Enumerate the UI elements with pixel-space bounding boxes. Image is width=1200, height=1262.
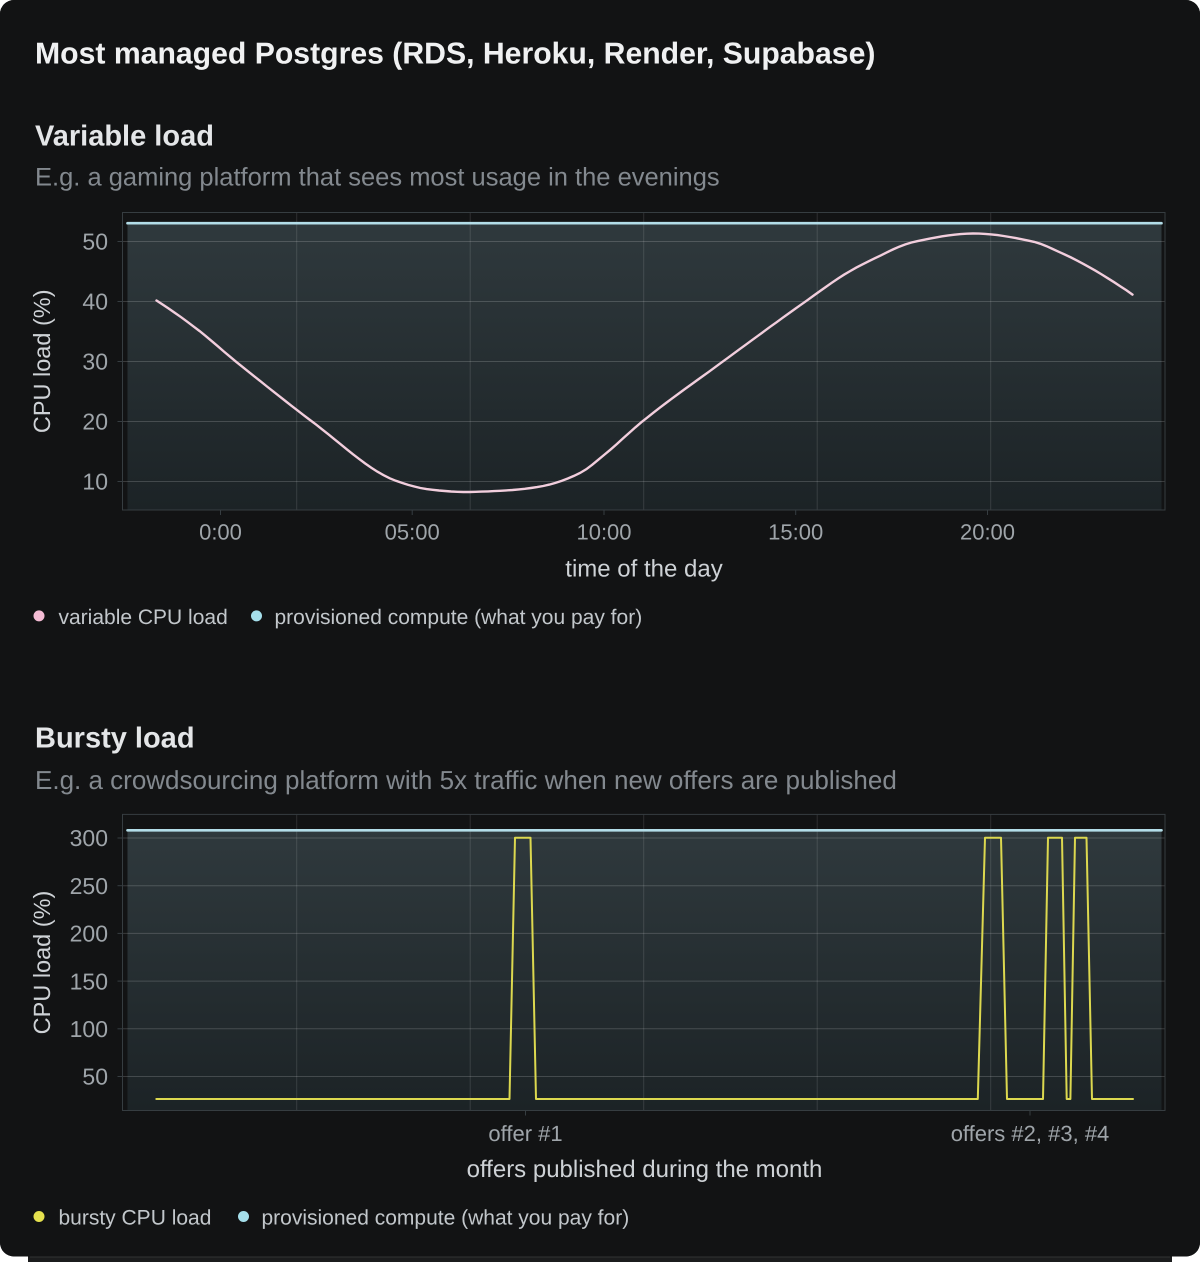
svg-text:15:00: 15:00 [768, 520, 823, 545]
svg-text:150: 150 [70, 968, 108, 994]
svg-text:CPU load (%): CPU load (%) [29, 891, 55, 1035]
svg-text:bursty CPU load: bursty CPU load [59, 1207, 212, 1230]
svg-text:50: 50 [82, 229, 108, 255]
svg-text:provisioned compute (what you: provisioned compute (what you pay for) [275, 606, 643, 629]
svg-text:CPU load (%): CPU load (%) [29, 289, 55, 433]
svg-text:Bursty load: Bursty load [35, 723, 195, 755]
svg-text:30: 30 [82, 349, 108, 375]
svg-text:100: 100 [70, 1016, 108, 1042]
svg-text:provisioned compute (what you: provisioned compute (what you pay for) [262, 1207, 630, 1230]
svg-text:variable CPU load: variable CPU load [59, 606, 228, 629]
svg-text:offers #2, #3, #4: offers #2, #3, #4 [951, 1121, 1110, 1146]
svg-text:250: 250 [70, 873, 108, 899]
svg-text:Variable load: Variable load [35, 121, 214, 153]
svg-text:300: 300 [70, 825, 108, 851]
svg-text:Most managed Postgres (RDS, He: Most managed Postgres (RDS, Heroku, Rend… [35, 38, 875, 71]
svg-text:10:00: 10:00 [576, 520, 631, 545]
svg-text:offers published during the mo: offers published during the month [467, 1156, 823, 1183]
svg-text:20:00: 20:00 [960, 520, 1015, 545]
svg-text:E.g. a crowdsourcing platform: E.g. a crowdsourcing platform with 5x tr… [35, 765, 897, 795]
svg-text:E.g. a gaming platform that se: E.g. a gaming platform that sees most us… [35, 164, 720, 192]
svg-text:10: 10 [82, 469, 108, 495]
svg-text:50: 50 [82, 1064, 108, 1090]
svg-text:0:00: 0:00 [199, 520, 242, 545]
svg-text:200: 200 [70, 921, 108, 947]
svg-text:05:00: 05:00 [385, 520, 440, 545]
svg-text:time of the day: time of the day [565, 556, 722, 583]
svg-text:40: 40 [82, 289, 108, 315]
svg-text:20: 20 [82, 409, 108, 435]
svg-text:offer #1: offer #1 [488, 1121, 562, 1146]
